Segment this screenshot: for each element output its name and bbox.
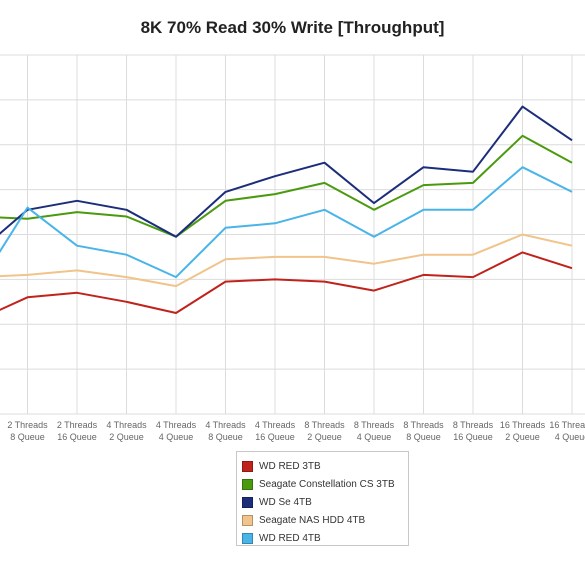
legend-swatch — [242, 460, 253, 472]
legend-label: WD RED 4TB — [259, 532, 321, 544]
legend-swatch — [242, 496, 253, 508]
x-tick-label: 4 Threads 8 Queue — [205, 420, 246, 442]
legend-swatch — [242, 532, 253, 544]
x-tick-label: 16 Threads 2 Queue — [500, 420, 546, 442]
x-tick-label: 8 Threads 4 Queue — [354, 420, 395, 442]
legend-swatch — [242, 514, 253, 526]
legend-swatch — [242, 478, 253, 490]
x-tick-label: 4 Threads 2 Queue — [106, 420, 147, 442]
chart-series — [0, 105, 573, 314]
chart-title: 8K 70% Read 30% Write [Throughput] — [140, 18, 445, 37]
series-line-seagate-constellation-cs-3tb — [0, 134, 573, 238]
series-line-wd-red-3tb — [0, 251, 573, 314]
chart-grid — [0, 54, 585, 415]
legend-item: Seagate Constellation CS 3TB — [242, 475, 408, 493]
legend-item: Seagate NAS HDD 4TB — [242, 511, 408, 529]
x-tick-label: 8 Threads 16 Queue — [453, 420, 494, 442]
x-tick-label: 2 Threads 16 Queue — [57, 420, 98, 442]
legend-label: WD Se 4TB — [259, 496, 312, 508]
legend-label: WD RED 3TB — [259, 460, 321, 472]
x-tick-label: 4 Threads 4 Queue — [156, 420, 197, 442]
x-tick-label: 8 Threads 8 Queue — [403, 420, 444, 442]
legend-item: WD RED 3TB — [242, 457, 408, 475]
x-tick-label: 4 Threads 16 Queue — [255, 420, 296, 442]
legend-item: WD RED 4TB — [242, 529, 408, 547]
x-tick-label: 8 Threads 2 Queue — [304, 420, 345, 442]
legend-label: Seagate NAS HDD 4TB — [259, 514, 366, 526]
series-line-seagate-nas-hdd-4tb — [0, 233, 573, 288]
chart-legend: WD RED 3TB Seagate Constellation CS 3TB WD… — [236, 451, 409, 546]
x-tick-label: 2 Threads 8 Queue — [7, 420, 48, 442]
series-line-wd-red-4tb — [0, 166, 573, 279]
series-line-wd-se-4tb — [0, 105, 573, 238]
legend-label: Seagate Constellation CS 3TB — [259, 478, 395, 490]
legend-item: WD Se 4TB — [242, 493, 408, 511]
